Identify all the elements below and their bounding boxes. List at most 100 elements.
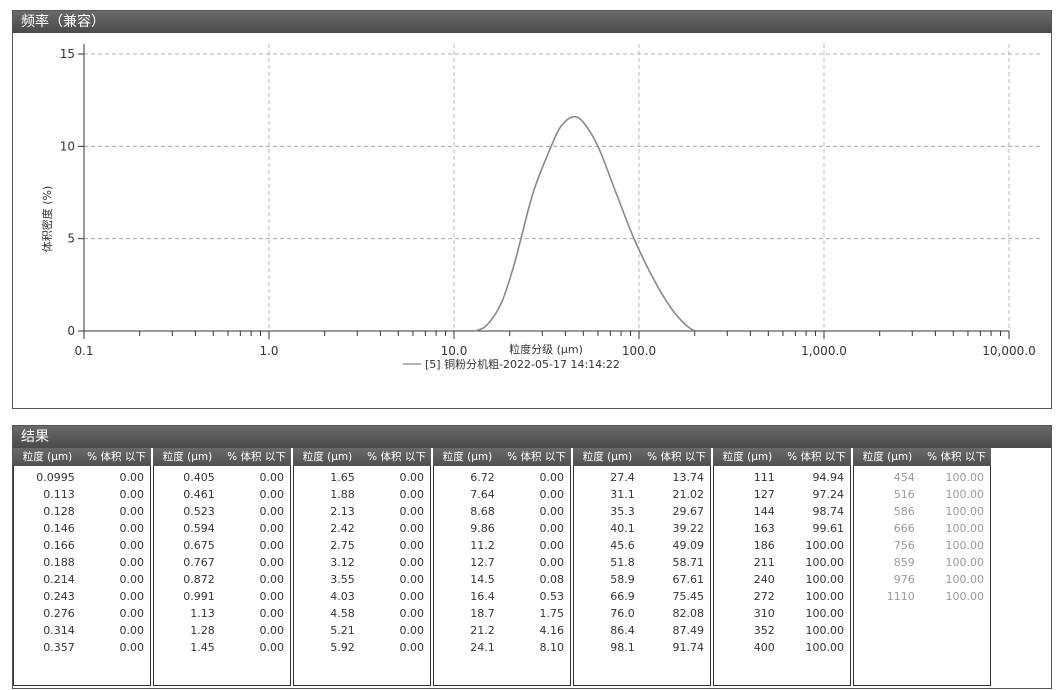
column-header: 粒度 (µm) % 体积 以下	[713, 448, 851, 466]
table-row: 76.0 82.08	[574, 605, 710, 622]
table-row: 45.6 49.09	[574, 537, 710, 554]
size-cell: 0.767	[183, 556, 215, 569]
volume-cell: 0.00	[399, 488, 425, 501]
table-row: 6.72 0.00	[434, 469, 570, 486]
size-cell: 35.3	[610, 505, 635, 518]
chart-section-title: 频率（兼容）	[13, 11, 1051, 33]
table-row: 0.113 0.00	[14, 486, 150, 503]
volume-cell: 0.00	[399, 607, 425, 620]
volume-cell: 100.00	[805, 590, 845, 603]
table-row: 586 100.00	[854, 503, 990, 520]
volume-cell: 100.00	[945, 590, 985, 603]
x-tick-label: 0.1	[74, 344, 93, 358]
volume-cell: 0.00	[399, 505, 425, 518]
size-cell: 0.675	[183, 539, 215, 552]
table-row: 163 99.61	[714, 520, 850, 537]
size-cell: 40.1	[610, 522, 635, 535]
table-row: 3.55 0.00	[294, 571, 430, 588]
size-cell: 211	[753, 556, 775, 569]
table-row: 1.28 0.00	[154, 622, 290, 639]
table-row: 0.214 0.00	[14, 571, 150, 588]
y-axis-label: 体积密度 (%)	[40, 186, 54, 253]
volume-cell: 100.00	[945, 471, 985, 484]
volume-cell: 100.00	[945, 522, 985, 535]
size-cell: 0.405	[183, 471, 215, 484]
size-cell: 163	[753, 522, 775, 535]
volume-cell: 98.74	[812, 505, 845, 518]
column-header: 粒度 (µm) % 体积 以下	[153, 448, 291, 466]
size-cell: 0.314	[43, 624, 75, 637]
size-cell: 0.276	[43, 607, 75, 620]
legend-label: [5] 铜粉分机粗-2022-05-17 14:14:22	[425, 357, 620, 371]
column-header: 粒度 (µm) % 体积 以下	[293, 448, 431, 466]
size-cell: 3.55	[330, 573, 355, 586]
volume-cell: 0.00	[399, 522, 425, 535]
size-cell: 0.146	[43, 522, 75, 535]
x-tick-label: 10.0	[441, 344, 468, 358]
size-cell: 0.128	[43, 505, 75, 518]
table-row: 454 100.00	[854, 469, 990, 486]
size-cell: 27.4	[610, 471, 635, 484]
size-cell: 7.64	[470, 488, 495, 501]
volume-cell: 97.24	[812, 488, 845, 501]
size-header: 粒度 (µm)	[862, 451, 913, 463]
size-header: 粒度 (µm)	[582, 451, 633, 463]
table-row: 3.12 0.00	[294, 554, 430, 571]
volume-cell: 0.00	[399, 641, 425, 654]
table-row: 5.21 0.00	[294, 622, 430, 639]
size-cell: 310	[753, 607, 775, 620]
table-row: 11.2 0.00	[434, 537, 570, 554]
table-row: 240 100.00	[714, 571, 850, 588]
size-cell: 5.21	[330, 624, 355, 637]
volume-cell: 0.00	[259, 505, 285, 518]
table-row: 2.13 0.00	[294, 503, 430, 520]
size-cell: 3.12	[330, 556, 355, 569]
table-row: 27.4 13.74	[574, 469, 710, 486]
table-row: 21.2 4.16	[434, 622, 570, 639]
table-row: 0.166 0.00	[14, 537, 150, 554]
table-row: 0.243 0.00	[14, 588, 150, 605]
volume-cell: 0.00	[399, 539, 425, 552]
size-cell: 0.188	[43, 556, 75, 569]
size-header: 粒度 (µm)	[302, 451, 353, 463]
table-row: 0.872 0.00	[154, 571, 290, 588]
size-cell: 14.5	[470, 573, 495, 586]
size-cell: 127	[753, 488, 775, 501]
size-header: 粒度 (µm)	[722, 451, 773, 463]
size-cell: 352	[753, 624, 775, 637]
volume-cell: 67.61	[672, 573, 705, 586]
table-row: 51.8 58.71	[574, 554, 710, 571]
size-cell: 0.214	[43, 573, 75, 586]
volume-cell: 100.00	[945, 573, 985, 586]
volume-cell: 49.09	[672, 539, 705, 552]
size-cell: 66.9	[610, 590, 635, 603]
size-cell: 454	[893, 471, 915, 484]
size-cell: 24.1	[470, 641, 495, 654]
volume-header: % 体积 以下	[507, 451, 566, 463]
table-row: 976 100.00	[854, 571, 990, 588]
volume-cell: 0.00	[119, 471, 145, 484]
table-row: 4.03 0.00	[294, 588, 430, 605]
size-cell: 1.13	[190, 607, 215, 620]
series-line	[474, 115, 696, 332]
volume-cell: 100.00	[805, 607, 845, 620]
table-row: 0.188 0.00	[14, 554, 150, 571]
results-column-group: 粒度 (µm) % 体积 以下 6.72 0.00 7.64 0.00 8.68…	[433, 448, 571, 688]
volume-cell: 91.74	[672, 641, 705, 654]
size-cell: 11.2	[470, 539, 495, 552]
table-row: 0.461 0.00	[154, 486, 290, 503]
table-row: 1.45 0.00	[154, 639, 290, 656]
size-cell: 0.166	[43, 539, 75, 552]
size-header: 粒度 (µm)	[162, 451, 213, 463]
table-row: 9.86 0.00	[434, 520, 570, 537]
volume-cell: 0.00	[399, 590, 425, 603]
volume-cell: 58.71	[672, 556, 705, 569]
volume-cell: 0.00	[539, 539, 565, 552]
volume-cell: 0.00	[119, 522, 145, 535]
size-cell: 18.7	[470, 607, 495, 620]
y-tick-label: 5	[67, 232, 75, 246]
table-row: 0.357 0.00	[14, 639, 150, 656]
size-cell: 1.88	[330, 488, 355, 501]
table-row: 40.1 39.22	[574, 520, 710, 537]
size-cell: 0.991	[183, 590, 215, 603]
